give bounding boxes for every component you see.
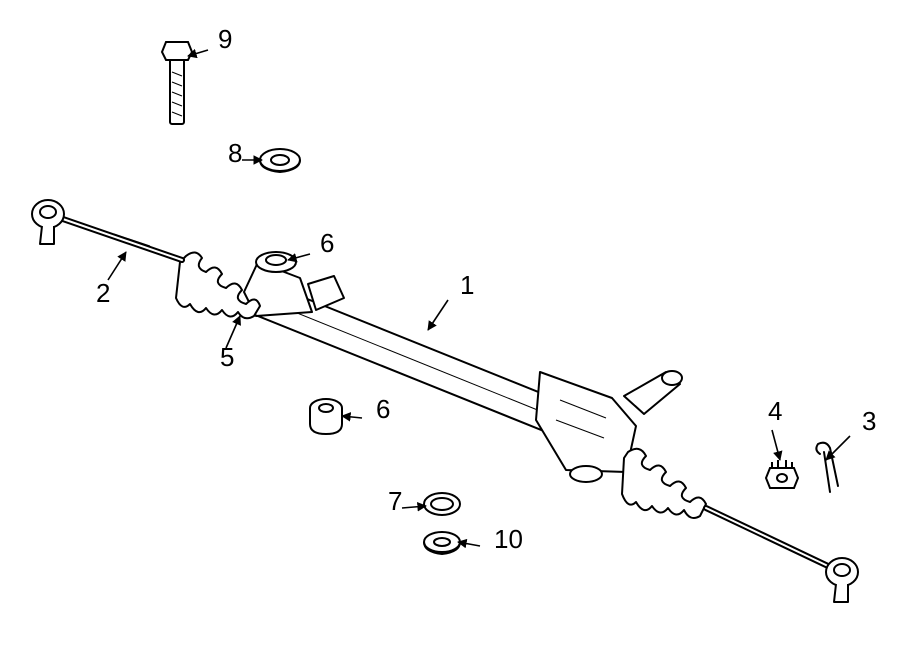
callout-5: 5	[220, 342, 234, 372]
washer-10	[424, 532, 460, 554]
tie-rod-end-left	[32, 200, 64, 244]
callout-3: 3	[862, 406, 876, 436]
callout-9: 9	[218, 24, 232, 54]
callout-4: 4	[768, 396, 782, 426]
tie-rod-end-right	[826, 558, 858, 602]
bushing-6-lower	[310, 399, 342, 434]
tie-rod-left	[32, 200, 182, 260]
castle-nut-4	[766, 460, 798, 488]
cotter-pin-3	[816, 443, 838, 492]
rack-tab-left	[308, 276, 344, 310]
callout-7: 7	[388, 486, 402, 516]
callout-1: 1	[460, 270, 474, 300]
callout-10: 10	[494, 524, 523, 554]
parts-diagram: 1 2 3 4 5 6 6 7 8 9 10	[0, 0, 900, 661]
callout-8: 8	[228, 138, 242, 168]
seal-7	[424, 493, 460, 515]
tie-rod-right	[706, 508, 858, 602]
callout-6a: 6	[320, 228, 334, 258]
callout-2: 2	[96, 278, 110, 308]
callout-6b: 6	[376, 394, 390, 424]
bolt-9	[162, 42, 192, 124]
washer-8	[260, 149, 300, 172]
boot-right	[622, 449, 706, 518]
